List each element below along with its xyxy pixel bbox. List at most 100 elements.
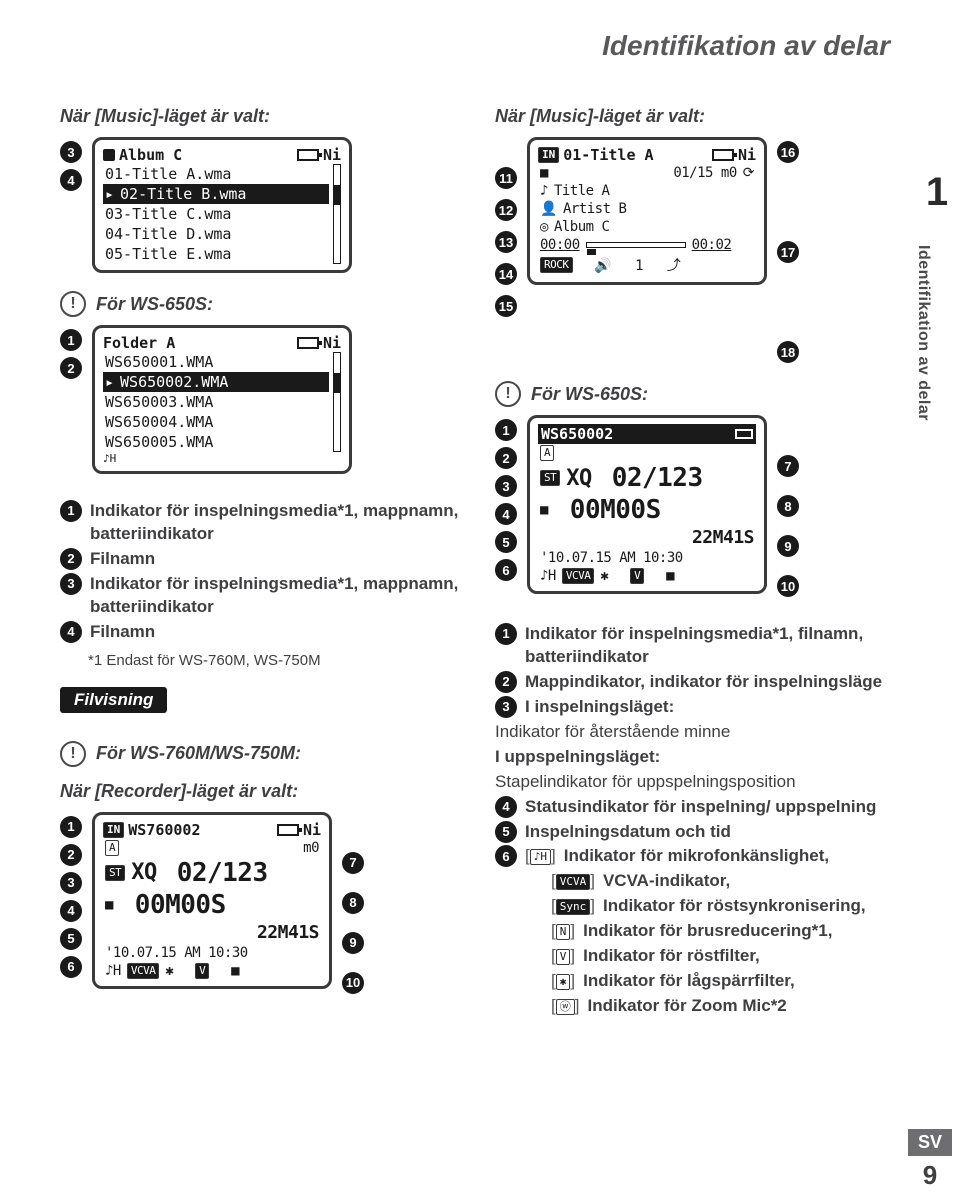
attention-icon: ! xyxy=(60,741,86,767)
screen-ws650-file: 1 2 3 4 5 6 WS650002 A ST XQ 02/123 ■ 00… xyxy=(495,415,900,597)
legend-text: Mappindikator, indikator för inspelnings… xyxy=(525,671,882,694)
legend-row: 6[♪H] Indikator för mikrofonkänslighet, xyxy=(495,845,900,868)
callout: 2 xyxy=(60,844,82,866)
side-strip: 1 Identifikation av delar xyxy=(914,170,960,421)
legend-text: Indikator för Zoom Mic*2 xyxy=(587,995,786,1018)
legend-text: Statusindikator för inspelning/ uppspeln… xyxy=(525,796,876,819)
callout: 7 xyxy=(777,455,799,477)
scrollbar xyxy=(333,352,341,452)
note-label: För WS-650S: xyxy=(531,384,648,405)
legend-row: 3 I inspelningsläget: xyxy=(495,696,900,719)
callout: 11 xyxy=(495,167,517,189)
legend-text: Indikator för inspelningsmedia*1, mappna… xyxy=(90,573,465,619)
callout: 2 xyxy=(495,447,517,469)
callout: 2 xyxy=(60,548,82,570)
legend-row: Stapelindikator för uppspelningsposition xyxy=(495,771,900,794)
battery-icon xyxy=(735,429,753,439)
filename: WS650002 xyxy=(541,425,613,443)
vcva-icon: VCVA xyxy=(127,963,160,979)
battery-icon xyxy=(712,149,734,161)
note-label: För WS-760M/WS-750M: xyxy=(96,743,301,764)
folder-icon: A xyxy=(105,840,119,856)
legend-text: Indikator för röstsynkronisering, xyxy=(603,895,866,918)
date: '10.07.15 AM 10:30 xyxy=(103,944,321,962)
callout: 1 xyxy=(495,623,517,645)
chapter-number: 1 xyxy=(914,170,960,215)
filename: 01-Title A xyxy=(563,146,653,164)
list-item: ▸ 02-Title B.wma xyxy=(103,184,329,204)
left-subhead-1: När [Music]-läget är valt: xyxy=(60,106,465,127)
left-column: När [Music]-läget är valt: 3 4 Album C N… xyxy=(60,92,465,1020)
callout: 6 xyxy=(495,559,517,581)
language-tag: SV xyxy=(908,1129,952,1156)
legend-text: I inspelningsläget: xyxy=(525,696,674,719)
mode-label: m0 xyxy=(303,840,319,856)
legend-row: 4 Statusindikator för inspelning/ uppspel… xyxy=(495,796,900,819)
left-legend: 1 Indikator för inspelningsmedia*1, mappn… xyxy=(60,500,465,644)
badge: Ni xyxy=(323,146,341,164)
legend-text: I uppspelningsläget: xyxy=(495,746,660,769)
legend-row: [V] Indikator för röstfilter, xyxy=(551,945,900,968)
time-main: 00M00S xyxy=(135,890,226,920)
callout: 10 xyxy=(777,575,799,597)
callout: 12 xyxy=(495,199,517,221)
list-item: WS650003.WMA xyxy=(103,392,329,412)
legend-text: Indikator för mikrofonkänslighet, xyxy=(564,845,829,868)
legend-row: I uppspelningsläget: xyxy=(495,746,900,769)
footnote: *1 Endast för WS-760M, WS-750M xyxy=(88,652,465,669)
legend-text: Indikator för inspelningsmedia*1, mappna… xyxy=(90,500,465,546)
callout: 3 xyxy=(495,696,517,718)
legend-text: Indikator för återstående minne xyxy=(495,721,730,744)
counter: 02/123 xyxy=(177,858,268,888)
time-elapsed: 00:00 xyxy=(540,237,580,253)
callout: 3 xyxy=(60,573,82,595)
right-legend: 1Indikator för inspelningsmedia*1, filna… xyxy=(495,623,900,1018)
legend-row: 2 Mappindikator, indikator för inspelning… xyxy=(495,671,900,694)
battery-icon xyxy=(297,149,319,161)
callout: 1 xyxy=(495,419,517,441)
album: Album C xyxy=(554,219,610,235)
in-icon xyxy=(103,149,115,161)
callout: 5 xyxy=(60,928,82,950)
callout: 5 xyxy=(495,531,517,553)
callout: 1 xyxy=(60,329,82,351)
callout: 18 xyxy=(777,341,799,363)
callout: 9 xyxy=(777,535,799,557)
legend-row: 5Inspelningsdatum och tid xyxy=(495,821,900,844)
callout: 4 xyxy=(495,796,517,818)
callout: 10 xyxy=(342,972,364,994)
callout: 4 xyxy=(60,169,82,191)
title: Title A xyxy=(554,183,610,199)
counter: 02/123 xyxy=(612,463,703,493)
track-counter: 01/15 m0 xyxy=(673,165,736,181)
legend-text: VCVA-indikator, xyxy=(603,870,730,893)
page-number: 9 xyxy=(900,1156,960,1201)
badge: Ni xyxy=(323,334,341,352)
callout: 7 xyxy=(342,852,364,874)
callout: 4 xyxy=(60,900,82,922)
time-main: 00M00S xyxy=(570,495,661,525)
attention-icon: ! xyxy=(60,291,86,317)
list-item: 03-Title C.wma xyxy=(103,204,329,224)
right-subhead-1: När [Music]-läget är valt: xyxy=(495,106,900,127)
lcd-title: Folder A xyxy=(103,334,175,352)
callout: 2 xyxy=(495,671,517,693)
legend-text: Indikator för brusreducering*1, xyxy=(583,920,832,943)
legend-text: Inspelningsdatum och tid xyxy=(525,821,731,844)
callout: 1 xyxy=(60,500,82,522)
callout: 3 xyxy=(60,141,82,163)
eq-icon: ROCK xyxy=(540,257,573,273)
filename: WS760002 xyxy=(128,821,200,839)
callout: 13 xyxy=(495,231,517,253)
in-icon: IN xyxy=(103,822,124,838)
screen-album: 3 4 Album C Ni 01-Title A.wma ▸ 02-Title… xyxy=(60,137,465,273)
note-label: För WS-650S: xyxy=(96,294,213,315)
list-item: WS650005.WMA xyxy=(103,432,329,452)
time-sub: 22M41S xyxy=(257,922,319,943)
legend-row: [VCVA] VCVA-indikator, xyxy=(551,870,900,893)
badge: Ni xyxy=(303,821,321,839)
lcd-title: Album C xyxy=(119,146,182,164)
legend-text: Indikator för lågspärrfilter, xyxy=(583,970,795,993)
badge: Ni xyxy=(738,146,756,164)
legend-text: Indikator för röstfilter, xyxy=(583,945,760,968)
